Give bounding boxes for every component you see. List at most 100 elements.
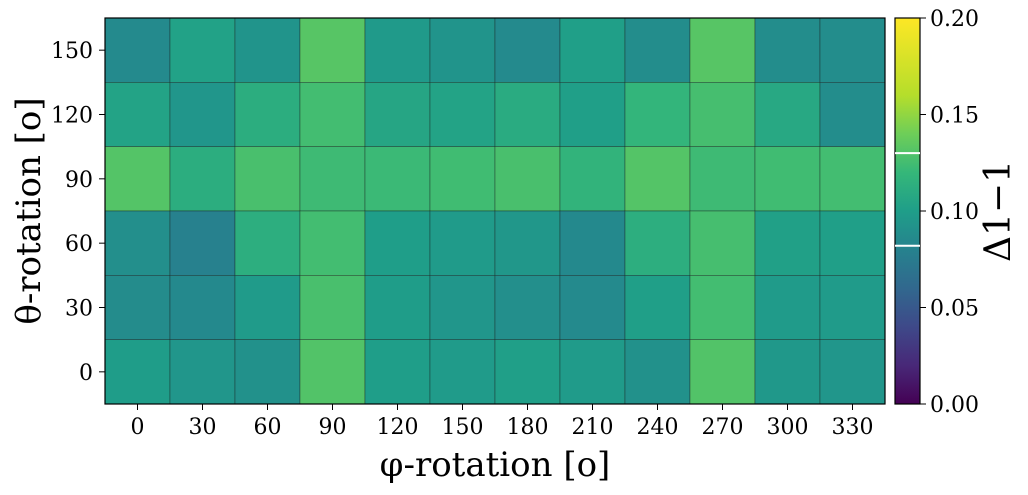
heatmap-cell [429,82,496,147]
heatmap-cell [819,275,886,340]
heatmap-cell [104,82,171,147]
colorbar-tick-label: 0.00 [930,393,979,418]
heatmap-cell [754,146,821,212]
heatmap-cell [169,275,236,340]
heatmap-cell [299,210,366,276]
heatmap-cell [169,339,236,405]
heatmap-cell [624,146,691,212]
x-tick-label: 60 [254,415,282,440]
y-tick-label: 60 [65,232,93,257]
heatmap-cell [234,82,301,147]
heatmap-cell [689,275,756,340]
heatmap-cell [819,210,886,276]
heatmap-cell [559,275,626,340]
heatmap-cell [624,275,691,340]
heatmap-cell [169,82,236,147]
heatmap-cell [494,146,561,212]
heatmap-cell [234,17,301,83]
y-tick-label: 30 [65,297,93,322]
heatmap-cell [689,17,756,83]
heatmap-cell [689,146,756,212]
heatmap-cell [299,17,366,83]
y-tick-label: 0 [79,361,93,386]
heatmap-cell [494,17,561,83]
heatmap-cell [364,339,431,405]
heatmap-cell [234,146,301,212]
heatmap-cell [429,146,496,212]
x-axis-ticks: 0 30 60 90 120 150 180 210 240 270 300 330 [131,404,874,440]
heatmap-cell [754,17,821,83]
x-tick-label: 90 [319,415,347,440]
heatmap-cell [364,17,431,83]
colorbar-tick-label: 0.15 [930,104,979,129]
heatmap-cell [559,210,626,276]
heatmap-cell [624,339,691,405]
heatmap-cell [364,275,431,340]
heatmap-cell [234,210,301,276]
x-axis-label: φ-rotation [o] [380,445,611,485]
heatmap-cell [169,17,236,83]
heatmap-cell [624,210,691,276]
heatmap-cell [169,210,236,276]
x-tick-label: 270 [702,415,744,440]
heatmap-cell [624,82,691,147]
heatmap-cell [299,82,366,147]
heatmap-cell [494,339,561,405]
x-tick-label: 330 [832,415,874,440]
heatmap-cell [689,210,756,276]
heatmap-cell [689,339,756,405]
x-tick-label: 300 [767,415,809,440]
x-tick-label: 240 [637,415,679,440]
heatmap-cell [819,146,886,212]
heatmap-cell [559,17,626,83]
heatmap-cell [169,146,236,212]
heatmap-cell [494,275,561,340]
heatmap-cell [819,82,886,147]
heatmap-cell [429,210,496,276]
heatmap-cell [104,275,171,340]
heatmap-cell [429,339,496,405]
heatmap-cell [624,17,691,83]
heatmap-cell [429,275,496,340]
heatmap-cell [364,210,431,276]
heatmap-cell [104,17,171,83]
heatmap-cell [819,339,886,405]
heatmap-cell [299,146,366,212]
heatmap-cell [754,339,821,405]
heatmap-cell [754,210,821,276]
x-tick-label: 180 [507,415,549,440]
y-tick-label: 120 [51,104,93,129]
heatmap-cell [754,275,821,340]
colorbar-tick-label: 0.05 [930,297,979,322]
colorbar-label: Δ1−1 [978,160,1019,262]
y-axis-label: θ-rotation [o] [9,97,49,324]
x-tick-label: 210 [572,415,614,440]
heatmap-cell [104,210,171,276]
y-tick-label: 150 [51,39,93,64]
y-axis-ticks: 150 120 90 60 30 0 [51,39,105,386]
x-tick-label: 0 [131,415,145,440]
heatmap-cell [104,339,171,405]
heatmap-cell [299,275,366,340]
colorbar [894,17,921,405]
heatmap-cell [429,17,496,83]
heatmap-cells [104,17,886,405]
heatmap-cell [819,17,886,83]
heatmap-cell [364,82,431,147]
heatmap-cell [494,210,561,276]
x-tick-label: 120 [377,415,419,440]
x-tick-label: 150 [442,415,484,440]
plot-frame [104,17,886,405]
heatmap-cell [104,146,171,212]
colorbar-tick-label: 0.20 [930,7,979,32]
heatmap-cell [689,82,756,147]
heatmap-cell [754,82,821,147]
heatmap-cell [299,339,366,405]
colorbar-tick-label: 0.10 [930,200,979,225]
heatmap-cell [559,339,626,405]
y-tick-label: 90 [65,168,93,193]
heatmap-cell [234,275,301,340]
heatmap-cell [494,82,561,147]
heatmap-cell [559,146,626,212]
